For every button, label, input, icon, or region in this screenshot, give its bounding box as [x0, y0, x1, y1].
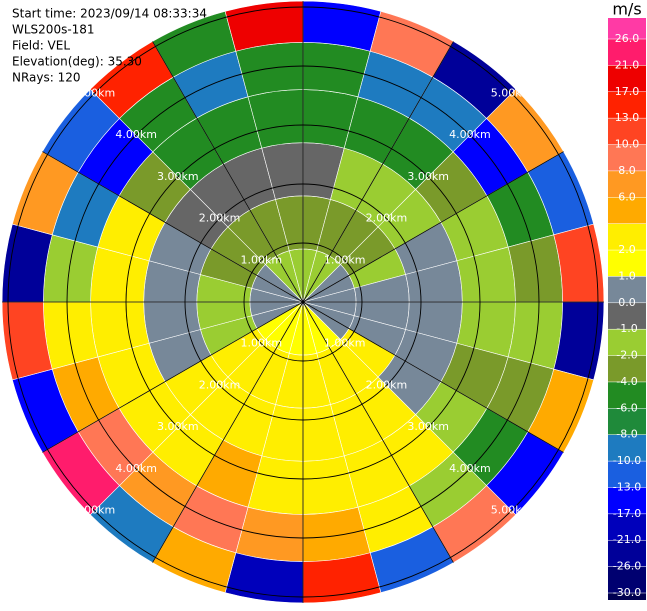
ring-label: 4.00km	[115, 462, 157, 475]
colorbar-label: -8.0	[616, 428, 637, 441]
colorbar-label: 10.0	[615, 138, 640, 151]
ring-label: 5.00km	[74, 504, 116, 517]
range-ring	[125, 124, 481, 480]
ring-label: 1.00km	[240, 337, 282, 350]
colorbar-segment	[608, 381, 646, 409]
colorbar-label: 13.0	[615, 111, 640, 124]
colorbar-label: -13.0	[613, 480, 641, 493]
colorbar-segment	[608, 355, 646, 382]
ring-label: 1.00km	[324, 253, 366, 266]
colorbar-label: -17.0	[613, 507, 641, 520]
colorbar-label: 0.0	[618, 296, 636, 309]
colorbar-segment	[608, 170, 646, 198]
colorbar-segment	[608, 408, 646, 435]
range-ring	[66, 65, 540, 539]
colorbar-label: 1.0	[618, 269, 636, 282]
colorbar-segment	[608, 250, 646, 277]
colorbar-label: 26.0	[615, 32, 640, 45]
ring-label: 2.00km	[366, 212, 408, 225]
colorbar-segment	[608, 144, 646, 171]
colorbar-segment	[608, 39, 646, 66]
colorbar-segment	[608, 223, 646, 251]
ring-label: 2.00km	[366, 378, 408, 391]
colorbar-segment	[608, 276, 646, 303]
ring-label: 2.00km	[199, 212, 241, 225]
colorbar-segment	[608, 18, 646, 39]
header-line: Start time: 2023/09/14 08:33:34	[12, 7, 207, 21]
colorbar-segment	[608, 65, 646, 92]
colorbar-label: -2.0	[616, 349, 637, 362]
colorbar-segment	[608, 593, 646, 600]
header-line: Elevation(deg): 35.30	[12, 55, 142, 69]
colorbar-label: -1.0	[616, 322, 637, 335]
colorbar: m/s 26.0 21.0 17.0 13.0 10.0 8.0 6.0 2.0 1.0 0.0 -…	[608, 0, 646, 600]
colorbar-label: 6.0	[618, 190, 636, 203]
colorbar-label: 17.0	[615, 85, 640, 98]
colorbar-label: 21.0	[615, 58, 640, 71]
colorbar-title: m/s	[612, 0, 641, 19]
range-ring	[243, 242, 363, 362]
range-gate	[507, 234, 563, 303]
spoke	[42, 301, 304, 453]
colorbar-segment	[608, 302, 646, 330]
ppi-field	[1, 0, 605, 604]
colorbar-segment	[608, 487, 646, 514]
colorbar-segment	[608, 329, 646, 356]
ring-label: 1.00km	[240, 253, 282, 266]
ring-label: 5.00km	[74, 86, 116, 99]
ring-label: 1.00km	[324, 337, 366, 350]
colorbar-segment	[608, 461, 646, 488]
ring-label: 3.00km	[157, 420, 199, 433]
spoke	[42, 151, 304, 303]
ring-label: 5.00km	[491, 86, 533, 99]
ring-label: 3.00km	[407, 420, 449, 433]
spoke	[302, 301, 454, 563]
header-line: WLS200s-181	[12, 23, 95, 37]
range-gate	[302, 506, 371, 562]
colorbar-label: -6.0	[616, 401, 637, 414]
spoke	[152, 41, 304, 303]
ring-label: 4.00km	[449, 128, 491, 141]
spoke	[302, 41, 454, 303]
colorbar-segment	[608, 566, 646, 593]
spoke	[302, 151, 564, 303]
colorbar-label: 8.0	[618, 164, 636, 177]
range-ring	[7, 6, 599, 598]
colorbar-segment	[608, 197, 646, 224]
colorbar-segment	[608, 434, 646, 462]
colorbar-label: -10.0	[613, 454, 641, 467]
range-ring	[184, 183, 422, 421]
header: Start time: 2023/09/14 08:33:34 WLS200s-1…	[12, 7, 207, 85]
ring-label: 4.00km	[115, 128, 157, 141]
spoke	[302, 301, 564, 453]
header-line: NRays: 120	[12, 71, 81, 85]
colorbar-segment	[608, 540, 646, 567]
ring-label: 4.00km	[449, 462, 491, 475]
colorbar-label: -4.0	[616, 375, 637, 388]
colorbar-label: -30.0	[613, 586, 641, 599]
ring-label: 3.00km	[407, 170, 449, 183]
colorbar-label: -26.0	[613, 560, 641, 573]
ring-label: 5.00km	[491, 504, 533, 517]
overlay: 1.00km 1.00km 1.00km 1.00km 2.00km 2.00km 2.00…	[2, 1, 604, 603]
colorbar-label: -21.0	[613, 533, 641, 546]
ring-label: 3.00km	[157, 170, 199, 183]
colorbar-segment	[608, 513, 646, 541]
range-gate	[235, 42, 304, 98]
colorbar-segment	[608, 118, 646, 145]
colorbar-segment	[608, 91, 646, 119]
spoke	[152, 301, 304, 563]
header-line: Field: VEL	[12, 39, 70, 53]
ring-label: 2.00km	[199, 378, 241, 391]
range-gate	[43, 301, 99, 370]
colorbar-label: 2.0	[618, 243, 636, 256]
